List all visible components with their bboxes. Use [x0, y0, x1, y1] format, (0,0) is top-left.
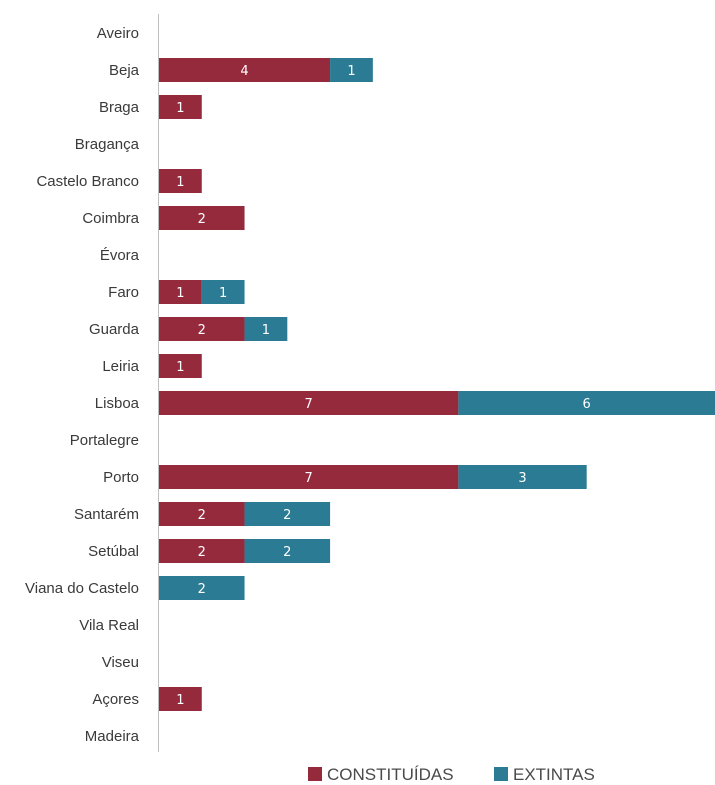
category-label: Vila Real [79, 617, 139, 634]
category-label: Portalegre [70, 432, 139, 449]
data-label: 1 [176, 693, 184, 708]
data-label: 7 [305, 471, 313, 486]
bar-segment-constituidas [159, 58, 331, 82]
data-label: 2 [198, 508, 206, 523]
category-label: Braga [99, 99, 140, 116]
bar-segment-extintas [458, 465, 587, 489]
legend: CONSTITUÍDAS EXTINTAS [308, 765, 595, 784]
data-label: 1 [347, 64, 355, 79]
data-label: 2 [198, 212, 206, 227]
category-label: Beja [109, 62, 140, 79]
bars-layer: 4 1 1 1 2 1 1 2 1 1 7 6 7 3 2 2 2 2 2 1 [159, 58, 715, 711]
data-label: 1 [176, 286, 184, 301]
category-label: Lisboa [95, 395, 140, 412]
category-labels: Aveiro Beja Braga Bragança Castelo Branco Coi… [25, 25, 140, 745]
bar-segment-constituidas [159, 206, 245, 230]
category-label: Viana do Castelo [25, 580, 139, 597]
bar-segment-extintas [244, 539, 331, 563]
bar-segment-extintas [201, 280, 245, 304]
bar-segment-constituidas [159, 687, 202, 711]
data-label: 2 [198, 582, 206, 597]
bar-segment-constituidas [159, 317, 245, 341]
data-label: 1 [262, 323, 270, 338]
category-label: Faro [108, 284, 139, 301]
category-label: Leiria [102, 358, 139, 375]
bar-segment-extintas [458, 391, 715, 415]
category-label: Porto [103, 469, 139, 486]
bar-segment-constituidas [159, 354, 202, 378]
data-label: 1 [176, 360, 184, 375]
bar-segment-extintas [244, 502, 331, 526]
category-label: Castelo Branco [36, 173, 139, 190]
data-label: 2 [283, 508, 291, 523]
data-label: 1 [219, 286, 227, 301]
bar-segment-constituidas [159, 280, 202, 304]
legend-constituidas-swatch [308, 767, 322, 781]
data-label: 3 [518, 471, 526, 486]
bar-segment-constituidas [159, 169, 202, 193]
legend-extintas-label: EXTINTAS [513, 765, 595, 784]
data-label: 4 [240, 64, 248, 79]
category-label: Madeira [85, 728, 140, 745]
bar-segment-constituidas [159, 502, 245, 526]
bar-segment-extintas [330, 58, 373, 82]
bar-segment-constituidas [159, 539, 245, 563]
category-label: Viseu [102, 654, 139, 671]
category-label: Guarda [89, 321, 140, 338]
data-label: 7 [305, 397, 313, 412]
data-label: 6 [583, 397, 591, 412]
data-label: 2 [198, 323, 206, 338]
category-label: Setúbal [88, 543, 139, 560]
category-label: Coimbra [82, 210, 139, 227]
data-label: 1 [176, 101, 184, 116]
legend-constituidas-label: CONSTITUÍDAS [327, 765, 454, 784]
bar-segment-extintas [244, 317, 288, 341]
data-label: 2 [198, 545, 206, 560]
category-label: Açores [92, 691, 139, 708]
category-label: Évora [100, 247, 140, 264]
bar-segment-constituidas [159, 95, 202, 119]
category-label: Bragança [75, 136, 140, 153]
category-label: Aveiro [97, 25, 139, 42]
bar-segment-extintas [159, 576, 245, 600]
data-label: 1 [176, 175, 184, 190]
data-label: 2 [283, 545, 291, 560]
category-label: Santarém [74, 506, 139, 523]
bar-segment-constituidas [159, 391, 459, 415]
legend-extintas-swatch [494, 767, 508, 781]
bar-segment-constituidas [159, 465, 459, 489]
